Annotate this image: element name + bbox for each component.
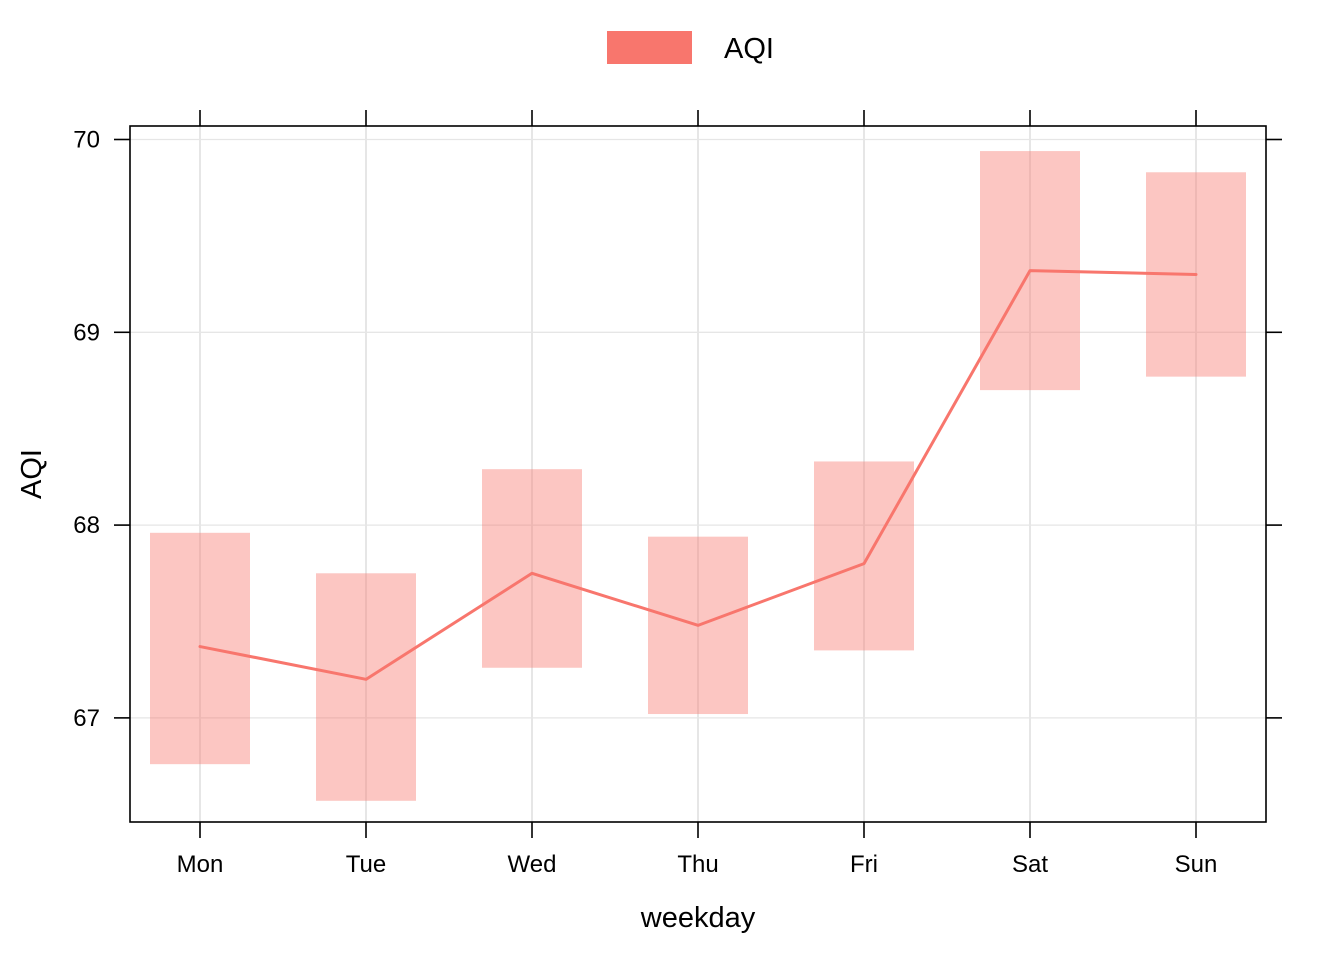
y-tick-labels: 67 68 69 70 [73, 126, 100, 731]
legend-label-aqi: AQI [724, 33, 774, 65]
x-tick-label: Tue [346, 851, 386, 878]
ci-band [316, 573, 416, 801]
x-axis-title: weekday [640, 902, 756, 934]
y-tick-label: 70 [73, 126, 100, 153]
ci-band [150, 532, 250, 765]
grid-lines [130, 126, 1266, 822]
x-tick-label: Sun [1175, 851, 1218, 878]
ci-band [814, 461, 914, 651]
x-tick-label: Thu [677, 851, 718, 878]
y-tick-label: 69 [73, 319, 100, 346]
x-tick-label: Sat [1012, 851, 1048, 878]
ci-band [482, 469, 582, 668]
x-tick-label: Mon [177, 851, 224, 878]
y-axis-title: AQI [16, 449, 48, 499]
series-line-aqi [198, 269, 1198, 681]
x-tick-labels: Mon Tue Wed Thu Fri Sat Sun [177, 851, 1218, 878]
legend: AQI [607, 31, 774, 65]
y-tick-label: 68 [73, 512, 100, 539]
y-tick-label: 67 [73, 705, 100, 732]
legend-swatch-aqi [607, 31, 692, 64]
x-tick-label: Fri [850, 851, 878, 878]
x-tick-label: Wed [508, 851, 557, 878]
series-lines [198, 269, 1198, 681]
axis-ticks [114, 110, 1282, 838]
